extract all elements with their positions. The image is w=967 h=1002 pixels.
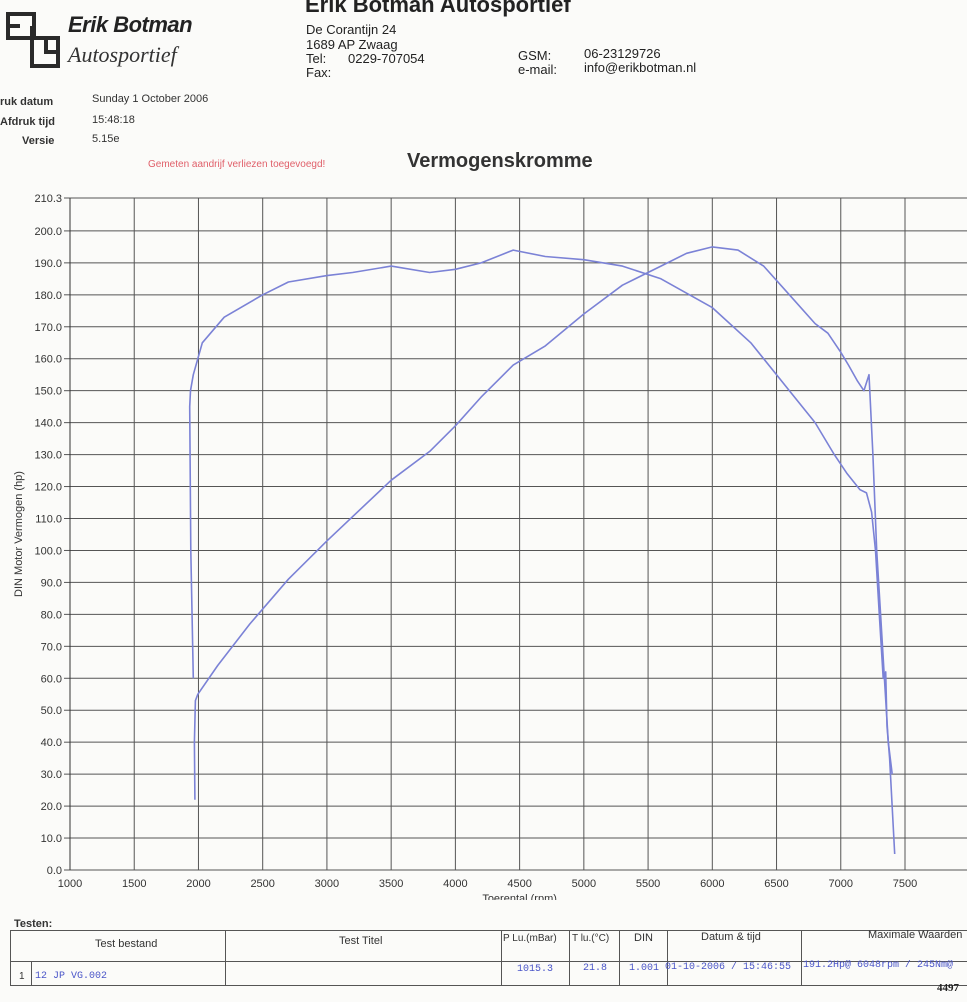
- x-tick-label: 4000: [443, 878, 467, 890]
- test-file-cell[interactable]: 12 JP VG.002: [35, 971, 108, 982]
- x-tick-label: 1000: [58, 878, 82, 890]
- address-city: 1689 AP Zwaag: [306, 37, 398, 52]
- x-tick-label: 5500: [636, 878, 660, 890]
- x-tick-label: 7000: [829, 878, 853, 890]
- temperature-cell: 21.8: [583, 963, 608, 974]
- page-number: 4497: [937, 982, 959, 994]
- y-tick-label: 200.0: [34, 226, 62, 238]
- y-tick-label: 160.0: [34, 354, 62, 366]
- version-label: Versie: [22, 135, 55, 147]
- y-tick-label: 180.0: [34, 290, 62, 302]
- y-tick-label: 70.0: [41, 641, 62, 653]
- print-date-label: ruk datum: [0, 96, 54, 108]
- email-label: e-mail:: [518, 62, 558, 77]
- datetime-cell: 01-10-2006 / 15:46:55: [665, 962, 792, 973]
- din-cell: 1.001: [629, 963, 660, 974]
- logo-subtitle: Autosportief: [68, 42, 177, 67]
- column-header: Datum & tijd: [701, 931, 761, 943]
- print-date-value: Sunday 1 October 2006: [92, 93, 209, 105]
- x-tick-label: 7500: [893, 878, 917, 890]
- tests-section-label: Testen:: [14, 918, 53, 930]
- x-axis-label: Toerental (rpm): [482, 893, 557, 900]
- power-curve-chart: 0.0 10.0 20.0 30.0 40.0 50.0 60.0 70.0 80.0 90.0 1…: [13, 193, 967, 900]
- tests-table: Test bestand Test Titel P Lu.(mBar) T lu…: [10, 929, 967, 986]
- y-tick-label: 20.0: [41, 801, 62, 813]
- y-axis-label: DIN Motor Vermogen (hp): [13, 471, 25, 597]
- tel-label: Tel:: [306, 51, 327, 66]
- y-tick-label: 80.0: [41, 609, 62, 621]
- y-tick-label: 150.0: [34, 386, 62, 398]
- print-time-label: Afdruk tijd: [0, 116, 55, 128]
- y-tick-label: 40.0: [41, 737, 62, 749]
- email-value: info@erikbotman.nl: [584, 60, 697, 75]
- y-tick-label: 90.0: [41, 577, 62, 589]
- y-tick-label: 0.0: [47, 865, 62, 877]
- max-values-cell: 191.2Hp@ 6048rpm / 245Nm@: [803, 960, 954, 971]
- y-tick-label: 100.0: [34, 545, 62, 557]
- print-time-value: 15:48:18: [92, 114, 135, 126]
- drivetrain-loss-note: Gemeten aandrijf verliezen toegevoegd!: [148, 159, 326, 170]
- y-tick-label: 130.0: [34, 450, 62, 462]
- row-number: 1: [19, 971, 25, 982]
- column-header: P Lu.(mBar): [503, 933, 557, 944]
- x-tick-label: 6500: [764, 878, 788, 890]
- y-tick-label: 190.0: [34, 258, 62, 270]
- fax-label: Fax:: [306, 65, 332, 80]
- y-tick-label: 60.0: [41, 673, 62, 685]
- y-tick-label: 10.0: [41, 833, 62, 845]
- x-tick-label: 1500: [122, 878, 146, 890]
- y-tick-label: 50.0: [41, 705, 62, 717]
- version-value: 5.15e: [92, 133, 120, 145]
- column-header: Test Titel: [339, 935, 383, 947]
- x-tick-label: 4500: [507, 878, 531, 890]
- y-tick-label: 170.0: [34, 322, 62, 334]
- company-name: Erik Botman Autosportief: [305, 0, 571, 17]
- x-tick-label: 2000: [186, 878, 210, 890]
- gsm-value: 06-23129726: [584, 46, 661, 61]
- y-tick-label: 210.3: [34, 193, 62, 205]
- tel-value: 0229-707054: [348, 51, 425, 66]
- y-tick-label: 120.0: [34, 482, 62, 494]
- company-logo: Erik Botman Autosportief: [6, 8, 196, 72]
- x-tick-label: 3500: [379, 878, 403, 890]
- column-header: DIN: [634, 932, 653, 944]
- column-header: T lu.(°C): [572, 933, 610, 944]
- chart-title: Vermogenskromme: [407, 150, 593, 172]
- gsm-label: GSM:: [518, 48, 552, 63]
- y-tick-label: 140.0: [34, 418, 62, 430]
- power-curve-line-2: [193, 246, 893, 800]
- column-header: Test bestand: [95, 938, 158, 950]
- column-header: Maximale Waarden: [868, 929, 963, 941]
- address-street: De Corantijn 24: [306, 22, 397, 37]
- y-tick-label: 30.0: [41, 769, 62, 781]
- power-curve-line-1: [188, 249, 896, 855]
- pressure-cell: 1015.3: [517, 964, 554, 975]
- logo-name: Erik Botman: [68, 12, 193, 37]
- x-tick-label: 5000: [572, 878, 596, 890]
- logo-mark-icon: [6, 12, 60, 68]
- y-tick-label: 110.0: [35, 514, 62, 526]
- x-tick-label: 6000: [700, 878, 724, 890]
- x-tick-label: 3000: [315, 878, 339, 890]
- x-tick-label: 2500: [250, 878, 274, 890]
